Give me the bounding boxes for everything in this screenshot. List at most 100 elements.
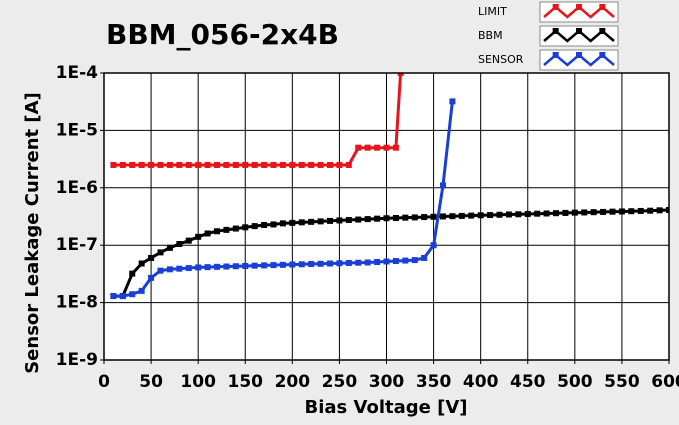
data-point <box>148 274 155 281</box>
data-point <box>298 261 305 268</box>
data-point <box>157 161 164 168</box>
data-point <box>317 260 324 267</box>
data-point <box>458 212 465 219</box>
legend-label: BBM <box>478 29 503 42</box>
data-point <box>223 226 230 233</box>
x-tick-label: 0 <box>98 372 110 392</box>
data-point <box>327 217 333 224</box>
data-point <box>515 211 522 218</box>
data-point <box>355 259 362 266</box>
legend-label: SENSOR <box>478 53 524 66</box>
data-point <box>383 215 390 222</box>
y-tick-label: 1E-8 <box>56 293 98 313</box>
data-point <box>298 161 305 168</box>
data-point <box>336 217 343 224</box>
data-point <box>185 237 192 244</box>
data-point <box>647 207 654 214</box>
legend-entries: LIMIT BBM SENSOR <box>478 1 619 71</box>
data-point <box>308 261 315 268</box>
x-tick-label: 100 <box>180 372 216 392</box>
x-tick-label: 550 <box>604 372 640 392</box>
data-point <box>166 266 173 273</box>
data-point <box>374 258 381 265</box>
data-point <box>449 213 456 220</box>
legend-marker <box>576 52 582 58</box>
data-point <box>637 207 644 214</box>
x-tick-label: 250 <box>322 372 358 392</box>
legend-marker <box>599 52 606 58</box>
data-point <box>327 161 333 168</box>
data-point <box>129 161 136 168</box>
data-point <box>600 208 607 215</box>
data-point <box>166 244 173 251</box>
legend-marker <box>576 28 582 34</box>
data-point <box>524 210 531 217</box>
data-point <box>195 264 202 271</box>
data-point <box>242 262 249 269</box>
y-tick-label: 1E-9 <box>56 350 98 370</box>
data-point <box>176 265 183 272</box>
data-point <box>468 212 475 219</box>
data-point <box>214 263 220 270</box>
data-point <box>421 214 428 221</box>
data-point <box>449 98 456 105</box>
data-point <box>308 218 315 225</box>
data-point <box>138 287 145 294</box>
data-point <box>289 219 296 226</box>
data-point <box>129 291 136 298</box>
data-point <box>308 161 315 168</box>
x-tick-label: 500 <box>557 372 593 392</box>
data-point <box>618 208 625 215</box>
data-point <box>129 270 136 277</box>
data-point <box>553 210 559 217</box>
data-point <box>270 221 277 228</box>
y-tick-label: 1E-7 <box>56 235 98 255</box>
data-point <box>411 214 418 221</box>
data-point <box>336 260 343 267</box>
data-point <box>298 219 305 226</box>
data-point <box>138 260 145 267</box>
legend-swatch-box <box>539 25 619 47</box>
data-point <box>185 161 192 168</box>
y-tick-label: 1E-5 <box>56 120 98 140</box>
data-point <box>242 161 249 168</box>
data-point <box>148 161 155 168</box>
data-point <box>223 161 230 168</box>
data-point <box>279 161 286 168</box>
data-point <box>440 213 446 220</box>
x-tick-label: 200 <box>275 372 311 392</box>
data-point <box>402 257 409 264</box>
x-tick-label: 400 <box>463 372 499 392</box>
data-point <box>317 161 324 168</box>
data-point <box>195 161 202 168</box>
y-tick-label: 1E-4 <box>56 63 98 83</box>
series-layer <box>110 73 669 300</box>
data-point <box>496 211 503 218</box>
data-point <box>609 208 616 215</box>
data-point <box>185 265 192 272</box>
data-point <box>392 258 399 265</box>
data-point <box>157 249 164 256</box>
legend-label: LIMIT <box>478 5 507 18</box>
data-point <box>345 216 352 223</box>
data-point <box>430 242 437 249</box>
legend-marker <box>552 28 559 34</box>
data-point <box>176 161 183 168</box>
x-tick-label: 300 <box>369 372 405 392</box>
data-point <box>397 73 404 76</box>
data-point <box>581 209 588 216</box>
legend-marker <box>576 4 582 10</box>
data-point <box>270 161 277 168</box>
chart-title: BBM_056-2x4B <box>106 18 339 51</box>
data-point <box>421 254 428 261</box>
data-point <box>402 214 409 221</box>
data-point <box>110 293 117 300</box>
data-point <box>364 216 371 223</box>
data-point <box>317 218 324 225</box>
data-point <box>289 261 296 268</box>
data-point <box>364 144 371 151</box>
legend-marker <box>599 28 606 34</box>
data-point <box>157 267 164 274</box>
legend-marker <box>552 4 559 10</box>
